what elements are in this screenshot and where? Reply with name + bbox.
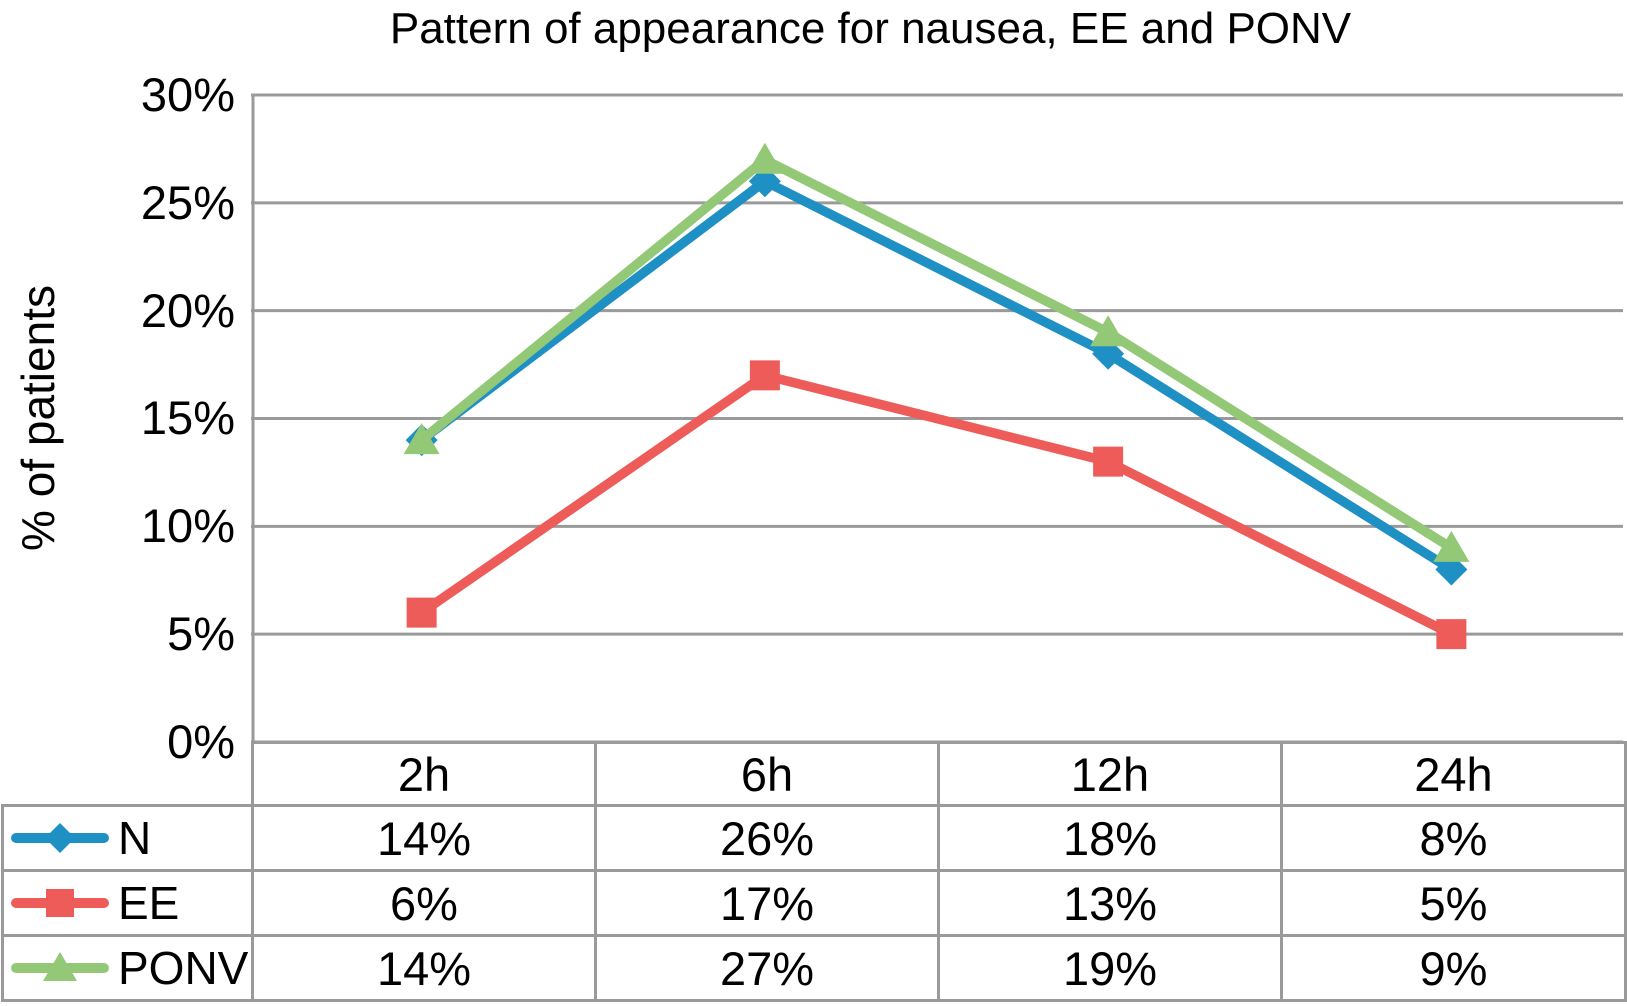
table-value: 5% [1280, 869, 1627, 937]
x-category-header: 6h [594, 741, 940, 807]
table-value: 8% [1280, 804, 1627, 872]
table-corner-cell [3, 743, 253, 806]
table-value: 14% [251, 804, 597, 872]
table-header-row: 2h 6h 12h 24h [3, 741, 1627, 807]
y-tick-label: 25% [140, 176, 235, 229]
y-tick-label: 30% [140, 68, 235, 121]
series-ponv-marker-icon [11, 952, 109, 981]
series-n-marker-icon [11, 823, 109, 853]
x-category-header: 24h [1280, 741, 1627, 807]
series-name: N [118, 812, 152, 864]
y-tick-label: 5% [167, 607, 235, 660]
series-ee-marker-icon [11, 889, 109, 917]
x-category-header: 2h [251, 741, 597, 807]
series-name: EE [118, 877, 180, 929]
table-value: 26% [594, 804, 940, 872]
table-row-ee: EE 6% 17% 13% 5% [1, 869, 1627, 937]
y-tick-label: 10% [140, 499, 235, 552]
x-category-header: 12h [937, 741, 1283, 807]
table-value: 13% [937, 869, 1283, 937]
y-tick-label: 20% [140, 284, 235, 337]
table-value: 19% [937, 934, 1283, 1002]
legend-cell-ee: EE [1, 869, 254, 937]
table-value: 17% [594, 869, 940, 937]
series-name: PONV [118, 942, 249, 994]
table-value: 14% [251, 934, 597, 1002]
y-tick-label: 0% [167, 715, 235, 768]
table-value: 18% [937, 804, 1283, 872]
chart-title: Pattern of appearance for nausea, EE and… [389, 4, 1352, 53]
legend-cell-n: N [1, 804, 254, 872]
table-row-ponv: PONV 14% 27% 19% 9% [1, 934, 1627, 1002]
table-value: 27% [594, 934, 940, 1002]
table-value: 9% [1280, 934, 1627, 1002]
table-value: 6% [251, 869, 597, 937]
legend-cell-ponv: PONV [1, 934, 254, 1002]
table-row-n: N 14% 26% 18% 8% [1, 804, 1627, 872]
data-table: 2h 6h 12h 24h N 14% 26% 18% 8% EE [1, 741, 1627, 1002]
y-tick-label: 15% [140, 391, 235, 444]
